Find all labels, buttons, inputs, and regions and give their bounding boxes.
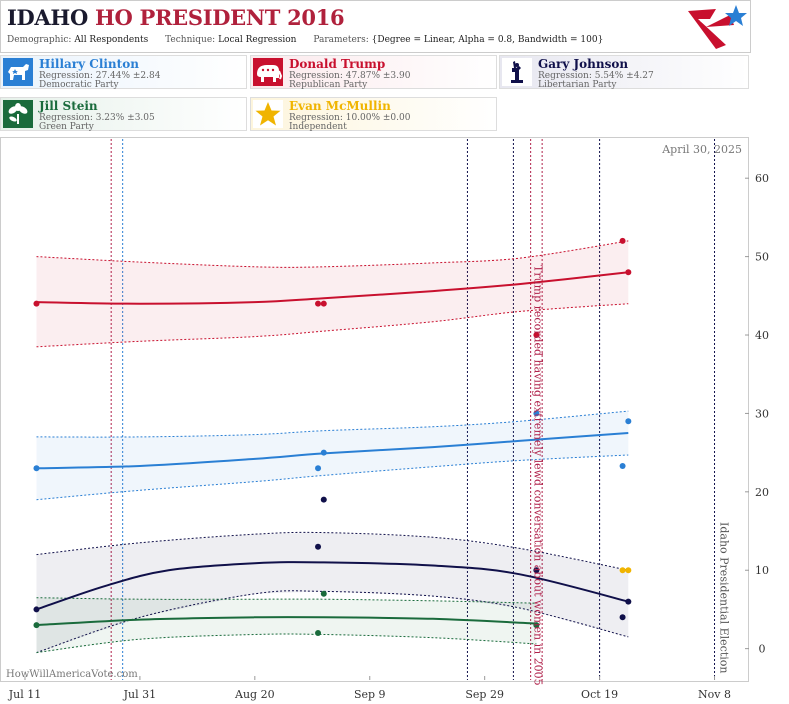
poll-point (33, 622, 40, 629)
poll-point (619, 462, 626, 469)
technique-value: Local Regression (218, 35, 297, 45)
x-tick-label: Aug 20 (234, 688, 275, 701)
y-tick-label: 0 (759, 643, 766, 656)
poll-point (320, 449, 327, 456)
y-tick-label: 10 (755, 564, 769, 577)
flower-icon (2, 99, 34, 129)
y-tick-label: 40 (755, 329, 769, 342)
poll-point (625, 567, 632, 574)
poll-point (315, 629, 322, 636)
title-state: IDAHO (7, 5, 88, 30)
candidate-card-jill-stein[interactable]: Jill Stein Regression: 3.23% ±3.05 Green… (0, 97, 247, 132)
lower-bound-line (36, 303, 629, 348)
poll-point (619, 614, 626, 621)
statue-of-liberty-icon (501, 57, 533, 87)
parameters-label: Parameters: (313, 35, 369, 45)
watermark: HowWillAmericaVote.com (6, 669, 138, 680)
x-tick-label: Nov 8 (698, 688, 731, 701)
parameters-value: {Degree = Linear, Alpha = 0.8, Bandwidth… (371, 35, 604, 45)
election-annotation: Idaho Presidential Election (718, 522, 731, 674)
poll-point (315, 543, 322, 550)
poll-point (619, 567, 626, 574)
poll-point (533, 622, 540, 629)
candidate-party: Democratic Party (39, 80, 119, 90)
y-tick-label: 30 (755, 407, 769, 420)
lower-bound-line (36, 633, 537, 654)
candidate-regression: Regression: 10.00% ±0.00 (289, 113, 411, 123)
trend-line (36, 271, 629, 305)
x-tick-label: Oct 19 (581, 688, 618, 701)
poll-point (320, 496, 327, 503)
donkey-icon (2, 57, 34, 87)
chart-frame (0, 137, 749, 682)
trend-line (36, 561, 629, 611)
event-annotation: Trump recorded having extremely lewd con… (532, 265, 545, 686)
technique-label: Technique: (165, 35, 216, 45)
y-tick-label: 50 (755, 251, 769, 264)
candidate-card-hillary-clinton[interactable]: Hillary Clinton Regression: 27.44% ±2.84… (0, 55, 247, 90)
candidate-regression: Regression: 5.54% ±4.27 (538, 71, 654, 81)
upper-bound-line (36, 597, 537, 604)
candidate-party: Republican Party (289, 80, 368, 90)
demographic-value: All Respondents (74, 35, 149, 45)
poll-point (33, 606, 40, 613)
demographic-label: Demographic: (7, 35, 72, 45)
x-tick-label: Sep 29 (465, 688, 504, 701)
poll-point (625, 418, 632, 425)
confidence-band (36, 532, 629, 653)
poll-point (625, 598, 632, 605)
candidate-card-evan-mcmullin[interactable]: Evan McMullin Regression: 10.00% ±0.00 I… (250, 97, 497, 132)
candidate-regression: Regression: 3.23% ±3.05 (39, 113, 155, 123)
poll-point (625, 269, 632, 276)
candidate-regression: Regression: 27.44% ±2.84 (39, 71, 161, 81)
poll-point (533, 567, 540, 574)
candidate-party: Green Party (39, 122, 94, 132)
lower-bound-line (36, 454, 629, 501)
confidence-band (36, 240, 629, 347)
candidate-card-gary-johnson[interactable]: Gary Johnson Regression: 5.54% ±4.27 Lib… (499, 55, 749, 90)
y-tick-label: 20 (755, 486, 769, 499)
header-panel: IDAHO HO PRESIDENT 2016 Demographic: All… (0, 0, 751, 53)
date-stamp: April 30, 2025 (661, 143, 742, 156)
candidate-name: Jill Stein (39, 99, 98, 113)
candidate-name: Evan McMullin (289, 99, 391, 113)
candidate-name: Hillary Clinton (39, 57, 139, 71)
upper-bound-line (36, 531, 629, 571)
poll-point (533, 332, 540, 339)
poll-point (533, 410, 540, 417)
x-tick-label: Jul 31 (123, 688, 157, 701)
y-tick-label: 60 (755, 172, 769, 185)
confidence-band (36, 411, 629, 500)
candidate-regression: Regression: 47.87% ±3.90 (289, 71, 411, 81)
flag-star-logo-icon (688, 5, 747, 49)
parameters-line: Demographic: All Respondents Technique: … (7, 35, 617, 45)
candidate-party: Libertarian Party (538, 80, 617, 90)
candidate-card-donald-trump[interactable]: Donald Trump Regression: 47.87% ±3.90 Re… (250, 55, 497, 90)
poll-point (33, 465, 40, 472)
trend-line (36, 616, 537, 627)
candidate-name: Gary Johnson (538, 57, 629, 71)
page-title: IDAHO HO PRESIDENT 2016 (7, 5, 345, 30)
confidence-band (36, 597, 537, 653)
poll-point (320, 590, 327, 597)
star-icon (252, 99, 284, 129)
candidate-name: Donald Trump (289, 57, 386, 71)
poll-point (315, 465, 322, 472)
elephant-icon (252, 57, 284, 87)
x-tick-label: Sep 9 (354, 688, 386, 701)
title-rest: HO PRESIDENT 2016 (94, 5, 345, 30)
lower-bound-line (36, 590, 629, 654)
poll-point (619, 237, 626, 244)
poll-point (315, 300, 322, 307)
candidate-party: Independent (289, 122, 347, 132)
poll-point (320, 300, 327, 307)
x-tick-label: Jul 11 (8, 688, 42, 701)
poll-point (33, 300, 40, 307)
